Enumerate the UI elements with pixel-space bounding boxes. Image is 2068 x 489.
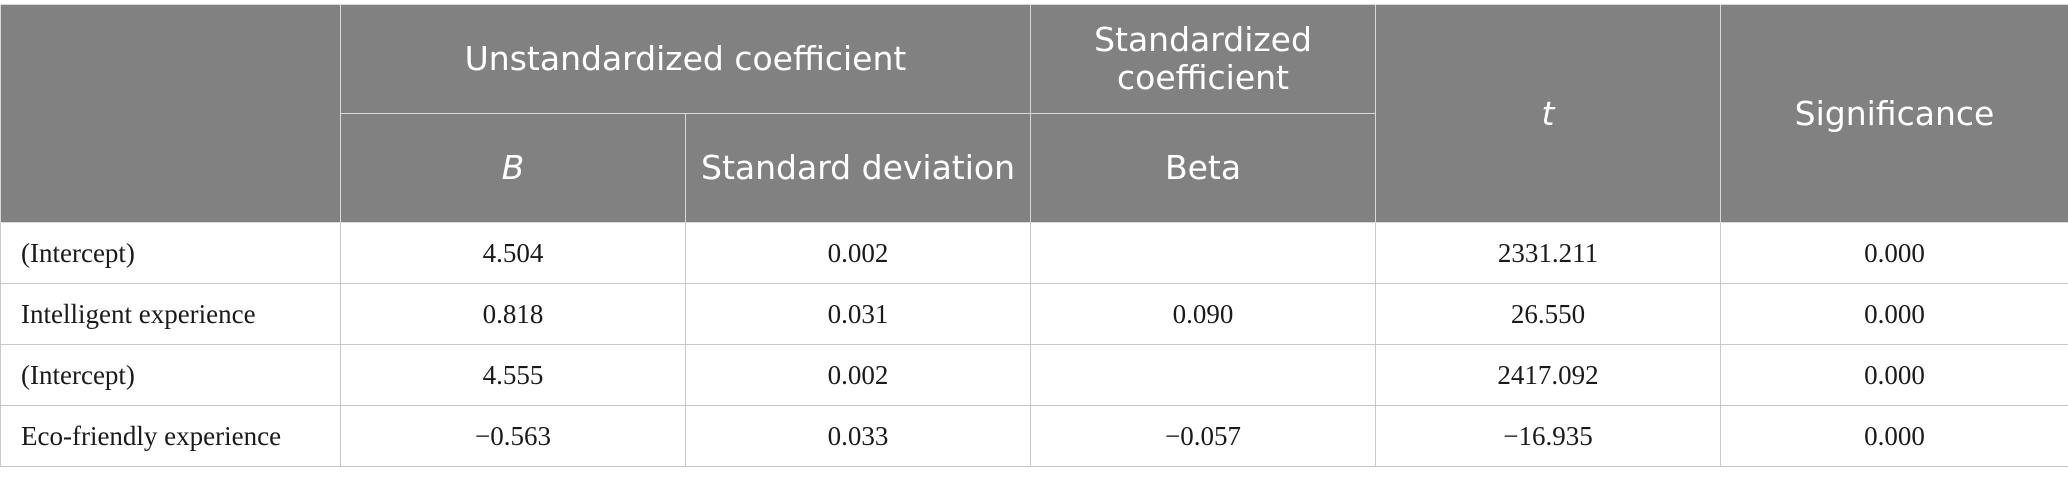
table-header: Unstandardized coefficient Standardized …: [0, 4, 2068, 223]
regression-table-container: Unstandardized coefficient Standardized …: [0, 4, 2068, 467]
cell-significance: 0.000: [1720, 283, 2068, 345]
cell-t: 2331.211: [1375, 222, 1721, 284]
cell-t: 26.550: [1375, 283, 1721, 345]
row-label: Eco-friendly experience: [0, 405, 341, 467]
cell-std-dev: 0.002: [685, 344, 1031, 406]
cell-significance: 0.000: [1720, 222, 2068, 284]
header-unstandardized-coefficient: Unstandardized coefficient: [340, 4, 1031, 114]
row-label: (Intercept): [0, 222, 341, 284]
row-label: (Intercept): [0, 344, 341, 406]
header-beta: Beta: [1030, 113, 1376, 223]
cell-t: −16.935: [1375, 405, 1721, 467]
cell-std-dev: 0.033: [685, 405, 1031, 467]
header-standard-deviation: Standard deviation: [685, 113, 1031, 223]
header-row-1: Unstandardized coefficient Standardized …: [0, 4, 2068, 223]
row-label: Intelligent experience: [0, 283, 341, 345]
cell-b: 4.555: [340, 344, 686, 406]
cell-std-dev: 0.031: [685, 283, 1031, 345]
cell-std-dev: 0.002: [685, 222, 1031, 284]
header-t: t: [1375, 4, 1721, 223]
header-row-2: B Standard deviation Beta: [1, 113, 2068, 223]
cell-beta: −0.057: [1030, 405, 1376, 467]
header-standardized-coefficient: Standardized coefficient: [1030, 4, 1376, 114]
cell-b: −0.563: [340, 405, 686, 467]
cell-beta: 0.090: [1030, 283, 1376, 345]
cell-b: 4.504: [340, 222, 686, 284]
table-row: (Intercept) 4.555 0.002 2417.092 0.000: [0, 344, 2068, 406]
cell-beta: [1030, 222, 1376, 284]
table-body: (Intercept) 4.504 0.002 2331.211 0.000 I…: [0, 222, 2068, 467]
cell-b: 0.818: [340, 283, 686, 345]
cell-t: 2417.092: [1375, 344, 1721, 406]
header-significance: Significance: [1720, 4, 2068, 223]
header-empty-cell: [0, 4, 341, 223]
regression-coefficients-table: Unstandardized coefficient Standardized …: [0, 4, 2068, 467]
table-row: (Intercept) 4.504 0.002 2331.211 0.000: [0, 222, 2068, 284]
cell-significance: 0.000: [1720, 405, 2068, 467]
cell-beta: [1030, 344, 1376, 406]
table-row: Intelligent experience 0.818 0.031 0.090…: [0, 283, 2068, 345]
cell-significance: 0.000: [1720, 344, 2068, 406]
table-row: Eco-friendly experience −0.563 0.033 −0.…: [0, 405, 2068, 467]
header-b: B: [340, 113, 686, 223]
